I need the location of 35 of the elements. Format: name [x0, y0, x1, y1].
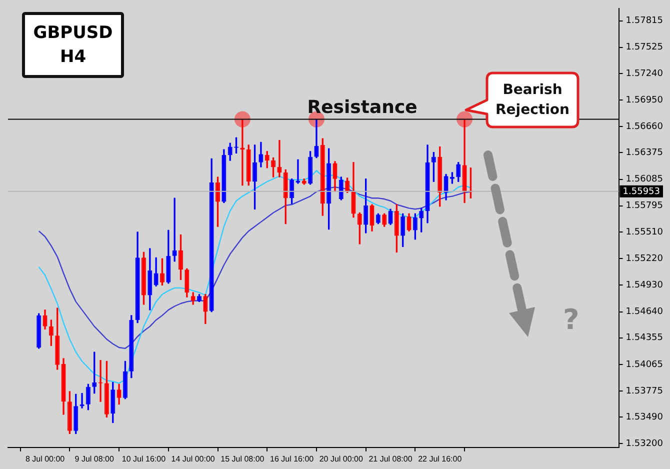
- text: ?: [563, 303, 580, 336]
- y-tick-label: 1.53775: [626, 386, 663, 396]
- y-tick-label: 1.54640: [626, 307, 664, 318]
- text: GBPUSD: [32, 22, 114, 45]
- candlestick: [80, 392, 84, 408]
- y-tick-label: 1.56375: [626, 148, 663, 158]
- y-tick-label: 1.57815: [626, 16, 663, 26]
- x-tick-label: 8 Jul 00:00: [25, 454, 66, 464]
- text: H4: [58, 46, 88, 69]
- y-tick-label: 1.53200: [626, 439, 664, 450]
- y-tick-label: 1.55795: [626, 201, 663, 212]
- y-tick-label: 1.57240: [626, 68, 664, 79]
- x-tick-label: 16 Jul 16:00: [270, 454, 314, 464]
- x-tick-label: 15 Jul 08:00: [220, 454, 265, 464]
- y-tick-label: 1.54930: [626, 280, 664, 291]
- x-tick-label: 10 Jul 16:00: [122, 454, 166, 464]
- y-tick-label: 1.56660: [626, 122, 664, 132]
- ref-line-label: Resistance: [307, 96, 418, 118]
- y-tick-label: 1.55510: [626, 227, 664, 238]
- y-tick-label: 1.56950: [626, 95, 664, 106]
- candlestick: [172, 198, 177, 262]
- x-tick-label: 22 Jul 16:00: [418, 454, 462, 464]
- y-tick-label: 1.54065: [626, 360, 663, 370]
- x-tick-label: 9 Jul 08:00: [74, 454, 114, 464]
- y-tick-label: 1.53490: [626, 412, 664, 422]
- x-tick-label: 20 Jul 00:00: [319, 454, 364, 464]
- text: Bearish Rejection: [494, 81, 570, 120]
- x-tick-label: 21 Jul 08:00: [368, 454, 413, 464]
- candlestick: [277, 140, 282, 178]
- x-tick-label: 14 Jul 00:00: [171, 454, 216, 464]
- y-tick-label: 1.55220: [626, 254, 664, 264]
- y-tick-label: 1.56085: [626, 174, 663, 185]
- y-tick-label: 1.57525: [626, 42, 663, 53]
- ref-line-label: 1.55953: [622, 186, 660, 197]
- y-tick-label: 1.54355: [626, 333, 663, 344]
